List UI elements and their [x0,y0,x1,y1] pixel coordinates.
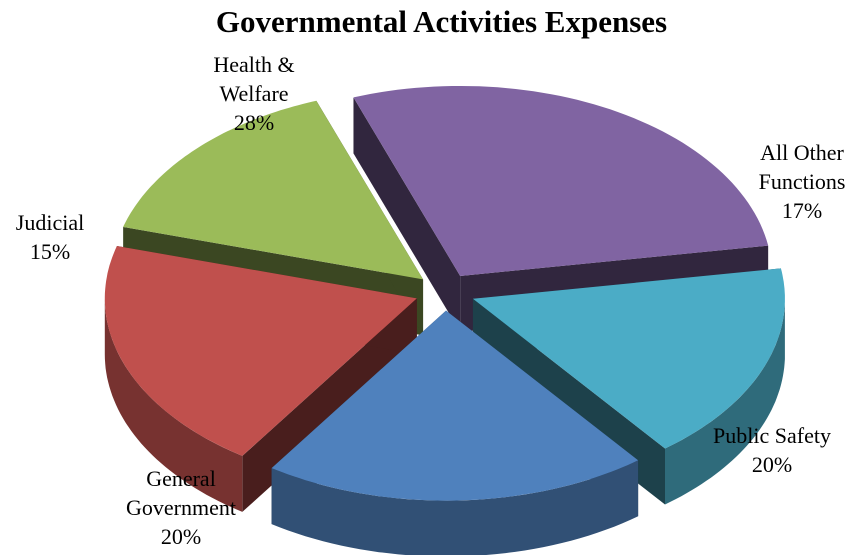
slice-name: Judicial [16,210,84,235]
slice-name: Health & [213,52,294,77]
pie-slice [104,245,417,512]
slice-rim [665,298,785,505]
slice-percent: 20% [752,452,792,477]
slice-percent: 20% [161,524,201,549]
slice-label: General Government 20% [126,466,236,549]
slice-percent: 17% [782,198,822,223]
slice-name: Functions [759,169,846,194]
slice-top [271,310,639,501]
slice-side-wall [353,97,461,332]
slice-name: Welfare [219,81,288,106]
slice-rim [104,298,243,512]
slice-name: All Other [760,140,844,165]
pie-slice [472,268,785,505]
slice-label: Judicial 15% [16,210,84,264]
slice-top [472,268,785,449]
slice-name: General [146,466,216,491]
slice-top [104,246,417,456]
slice-name: Government [126,495,236,520]
slice-name: Public Safety [713,423,831,448]
slice-rim [271,460,639,555]
slice-label: All Other Functions 17% [759,140,846,223]
slice-top [353,86,769,276]
slice-top [123,100,424,280]
slice-percent: 28% [234,110,274,135]
slice-percent: 15% [30,239,70,264]
chart-title: Governmental Activities Expenses [215,4,668,39]
slices-layer [104,86,785,555]
pie-slice [271,310,639,555]
slice-label: Public Safety 20% [713,423,831,477]
slice-label: Health & Welfare 28% [213,52,294,135]
labels-layer: Health & Welfare 28% All Other Functions 17% P… [16,52,846,549]
